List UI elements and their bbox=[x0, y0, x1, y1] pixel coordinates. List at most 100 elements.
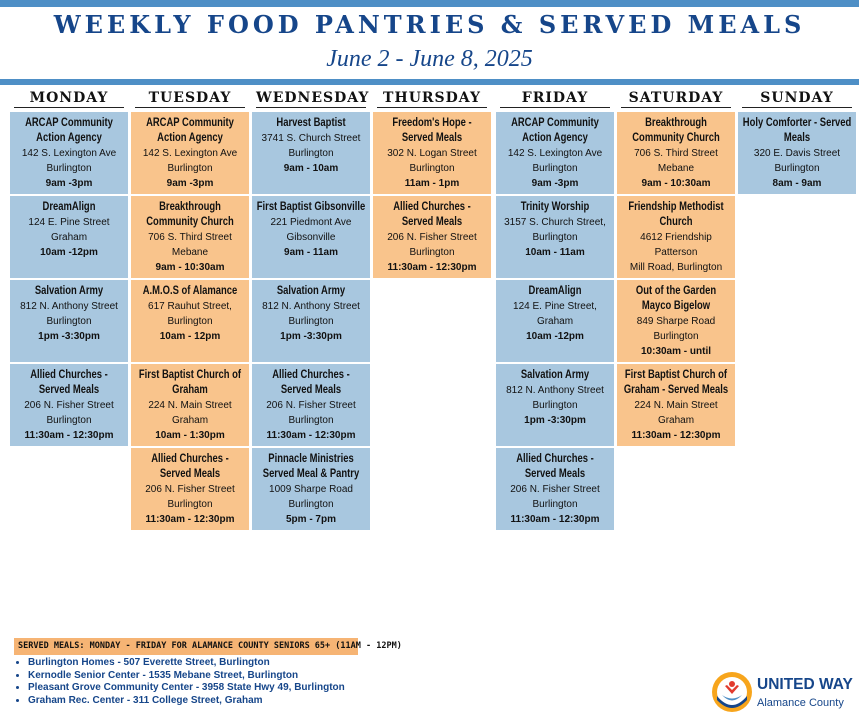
pantry-name: Salvation Army bbox=[34, 285, 104, 297]
pantry-name: Allied Churches - Served Meals bbox=[393, 201, 471, 228]
pantry-name: Pinnacle Ministries Served Meal & Pantry bbox=[262, 453, 360, 480]
pantry-address: 4612 Friendship Patterson bbox=[640, 232, 712, 258]
pantry-hours: 11:30am - 12:30pm bbox=[387, 262, 477, 273]
pantry-city: Burlington bbox=[532, 499, 578, 510]
logo-title: UNITED WAY bbox=[757, 676, 853, 693]
pantry-name: Salvation Army bbox=[276, 285, 346, 297]
pantry-card: DreamAlign 124 E. Pine Street, Graham 10am … bbox=[496, 280, 614, 362]
pantry-city: Burlington bbox=[46, 316, 92, 327]
pantry-hours: 11am - 1pm bbox=[404, 178, 460, 189]
day-heading: SUNDAY bbox=[742, 90, 852, 108]
pantry-name: ARCAP Community Action Agency bbox=[146, 117, 234, 144]
day-column-saturday: SATURDAY Breakthrough Community Church 706… bbox=[617, 90, 735, 448]
pantry-address: 3157 S. Church Street, bbox=[504, 217, 606, 228]
pantry-card: Friendship Methodist Church 4612 Friendsh… bbox=[617, 196, 735, 278]
pantry-hours: 9am - 10:30am bbox=[155, 262, 225, 273]
pantry-address: 849 Sharpe Road bbox=[636, 316, 716, 327]
pantry-name: Out of the Garden Mayco Bigelow bbox=[635, 285, 717, 312]
pantry-name: ARCAP Community Action Agency bbox=[511, 117, 599, 144]
pantry-city: Burlington bbox=[167, 316, 213, 327]
pantry-hours: 10am - 12pm bbox=[619, 275, 733, 278]
pantry-card: A.M.O.S of Alamance 617 Rauhut Street, Bur… bbox=[131, 280, 249, 362]
served-meals-location: Graham Rec. Center - 311 College Street,… bbox=[28, 695, 345, 708]
day-heading: THURSDAY bbox=[377, 90, 487, 108]
pantry-address: 124 E. Pine Street, bbox=[513, 301, 597, 312]
pantry-address: 142 S. Lexington Ave bbox=[507, 148, 603, 159]
pantry-card: Pinnacle Ministries Served Meal & Pantry… bbox=[252, 448, 370, 530]
pantry-address: 206 N. Fisher Street bbox=[145, 484, 235, 495]
pantry-hours: 9am -3pm bbox=[166, 178, 214, 189]
served-meals-location: Burlington Homes - 507 Everette Street, … bbox=[28, 657, 345, 670]
pantry-city: Graham bbox=[171, 415, 209, 426]
pantry-hours: 8am - 9am bbox=[772, 178, 822, 189]
pantry-hours: 10am -12pm bbox=[526, 331, 584, 342]
pantry-city: Burlington bbox=[167, 499, 213, 510]
pantry-hours: 6:30pm - 7:30pm bbox=[133, 527, 247, 530]
pantry-address: 142 S. Lexington Ave bbox=[21, 148, 117, 159]
united-way-hand-icon bbox=[712, 672, 752, 712]
pantry-card: Holy Comforter - Served Meals 320 E. Davi… bbox=[738, 112, 856, 194]
pantry-name: Allied Churches - Served Meals bbox=[30, 369, 108, 396]
pantry-address: 224 N. Main Street bbox=[634, 400, 718, 411]
pantry-city: Mebane bbox=[171, 247, 209, 258]
pantry-name: First Baptist Church of Graham bbox=[138, 369, 242, 396]
pantry-card: Harvest Baptist 3741 S. Church Street Burl… bbox=[252, 112, 370, 194]
pantry-name: Allied Churches - Served Meals bbox=[516, 453, 594, 480]
pantry-card: Salvation Army 812 N. Anthony Street Burli… bbox=[10, 280, 128, 362]
day-column-monday: MONDAY ARCAP Community Action Agency 142 S… bbox=[10, 90, 128, 448]
pantry-hours: 1pm -3:30pm bbox=[524, 415, 586, 426]
pantry-city: Burlington bbox=[409, 247, 455, 258]
pantry-city: Burlington bbox=[653, 331, 699, 342]
pantry-card: ARCAP Community Action Agency 142 S. Lexi… bbox=[131, 112, 249, 194]
pantry-name: Harvest Baptist bbox=[276, 117, 346, 129]
pantry-city: Burlington bbox=[288, 316, 334, 327]
served-meals-list: Burlington Homes - 507 Everette Street, … bbox=[16, 657, 345, 707]
pantry-hours: 9am - 10:30am bbox=[641, 178, 711, 189]
pantry-name: DreamAlign bbox=[528, 285, 582, 297]
pantry-name: Allied Churches - Served Meals bbox=[272, 369, 350, 396]
day-heading: SATURDAY bbox=[621, 90, 731, 108]
pantry-hours: 1pm -3:30pm bbox=[280, 331, 342, 342]
served-meals-location: Pleasant Grove Community Center - 3958 S… bbox=[28, 682, 345, 695]
pantry-card: Allied Churches - Served Meals 206 N. Fis… bbox=[10, 364, 128, 446]
pantry-card: ARCAP Community Action Agency 142 S. Lexi… bbox=[496, 112, 614, 194]
pantry-hours: 9am -3pm bbox=[45, 178, 93, 189]
pantry-name: Breakthrough Community Church bbox=[632, 117, 720, 144]
page-title: WEEKLY FOOD PANTRIES & SERVED MEALS bbox=[53, 10, 806, 39]
pantry-card: Allied Churches - Served Meals 206 N. Fis… bbox=[252, 364, 370, 446]
pantry-city: Gibsonville bbox=[286, 232, 336, 243]
pantry-hours: 11:30am - 12:30pm bbox=[145, 514, 235, 525]
pantry-address: 812 N. Anthony Street bbox=[262, 301, 360, 312]
served-meals-banner: SERVED MEALS: MONDAY - FRIDAY FOR ALAMAN… bbox=[14, 638, 402, 655]
pantry-card: First Baptist Church of Graham - Served … bbox=[617, 364, 735, 446]
pantry-address: 706 S. Third Street bbox=[634, 148, 718, 159]
pantry-card: Freedom's Hope - Served Meals 302 N. Loga… bbox=[373, 112, 491, 194]
pantry-city: Burlington bbox=[409, 163, 455, 174]
pantry-card: Breakthrough Community Church 706 S. Thir… bbox=[131, 196, 249, 278]
pantry-city: Graham bbox=[50, 232, 88, 243]
pantry-hours: 6:30pm - 7:30pm bbox=[375, 275, 489, 278]
day-column-friday: FRIDAY ARCAP Community Action Agency 142 S… bbox=[496, 90, 614, 532]
pantry-city: Mill Road, Burlington bbox=[629, 262, 723, 273]
pantry-city: Burlington bbox=[532, 400, 578, 411]
pantry-name: Friendship Methodist Church bbox=[628, 201, 724, 228]
pantry-hours: 11:30am - 12:30pm bbox=[631, 430, 721, 441]
day-heading: TUESDAY bbox=[135, 90, 245, 108]
pantry-city: Graham bbox=[536, 316, 574, 327]
pantry-city: Burlington bbox=[167, 163, 213, 174]
pantry-city: Burlington bbox=[46, 163, 92, 174]
pantry-address: 3741 S. Church Street bbox=[261, 133, 361, 144]
pantry-city: Burlington bbox=[288, 499, 334, 510]
pantry-city: Burlington bbox=[288, 415, 334, 426]
pantry-name: ARCAP Community Action Agency bbox=[25, 117, 113, 144]
pantry-address: 617 Rauhut Street, bbox=[148, 301, 232, 312]
pantry-name: DreamAlign bbox=[42, 201, 96, 213]
pantry-city: Burlington bbox=[774, 163, 820, 174]
pantry-card: Trinity Worship 3157 S. Church Street, Bur… bbox=[496, 196, 614, 278]
pantry-name: Breakthrough Community Church bbox=[146, 201, 234, 228]
pantry-city: Burlington bbox=[532, 163, 578, 174]
pantry-address: 224 N. Main Street bbox=[148, 400, 232, 411]
pantry-card: DreamAlign 124 E. Pine Street Graham 10am -… bbox=[10, 196, 128, 278]
pantry-hours: 11:30am - 12:30pm bbox=[24, 430, 114, 441]
pantry-hours: 11:30am - 12:30pm bbox=[266, 430, 356, 441]
